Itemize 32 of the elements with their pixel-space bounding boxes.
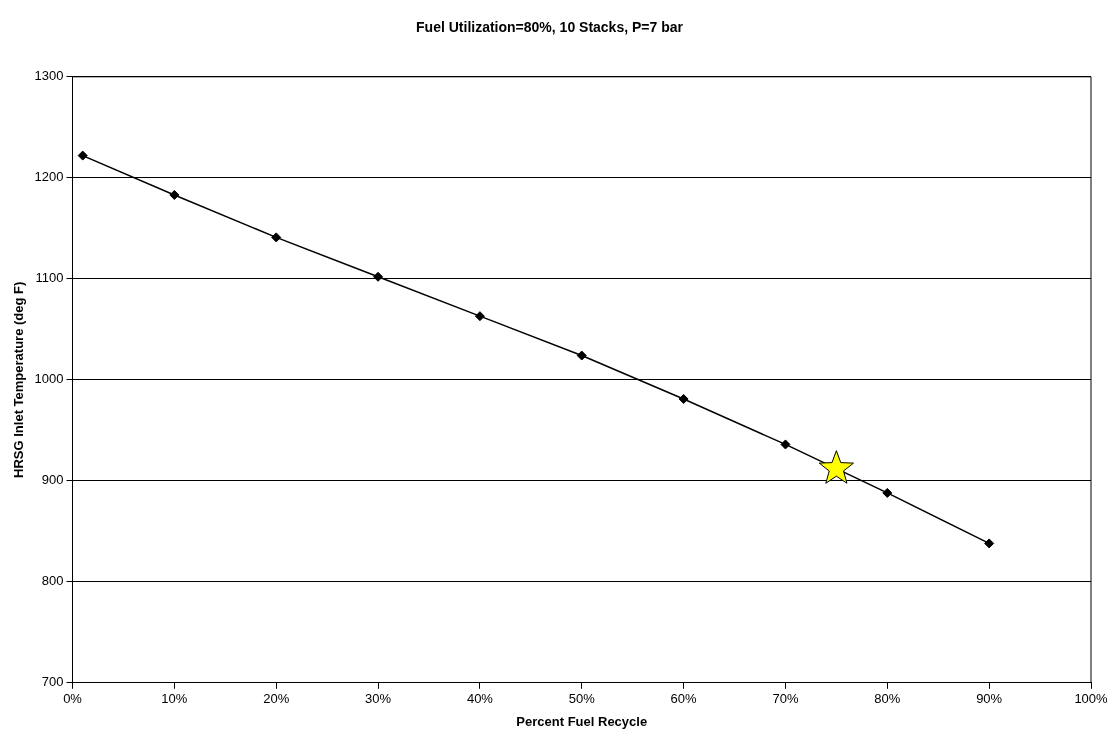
point [77,150,88,161]
x-tick-label: 40% [466,691,494,707]
point [576,350,587,361]
x-tick-label: 50% [568,691,596,707]
x-tick-label: 20% [263,691,290,707]
point [474,311,485,322]
x-tick-label: 30% [365,691,392,707]
point [271,232,282,243]
y-tick-label: 1300 [34,68,64,84]
x-tick-label: 0% [63,691,83,707]
x-tick-label: 70% [772,691,799,707]
x-tick-label: 10% [161,691,188,707]
y-tick-label: 900 [41,472,64,488]
y-tick-label: 1000 [34,371,64,387]
point [882,487,893,498]
x-tick-label: 80% [874,691,901,707]
y-tick-label: 1200 [34,169,64,185]
point [984,538,995,549]
point [780,439,791,450]
x-axis-title: Percent Fuel Recycle [516,713,648,729]
y-tick-label: 700 [41,674,64,690]
x-tick-label: 60% [670,691,698,707]
point [818,450,854,484]
y-axis-title: HRSG Inlet Temperature (deg F) [11,281,27,478]
y-tick-label: 800 [41,573,64,589]
point [169,189,180,200]
point [373,271,384,282]
y-tick-label: 1100 [35,270,64,286]
x-tick-label: 90% [976,691,1003,707]
chart-title: Fuel Utilization=80%, 10 Stacks, P=7 bar [416,19,684,36]
x-tick-label: 100% [1074,691,1109,707]
point [678,393,689,404]
